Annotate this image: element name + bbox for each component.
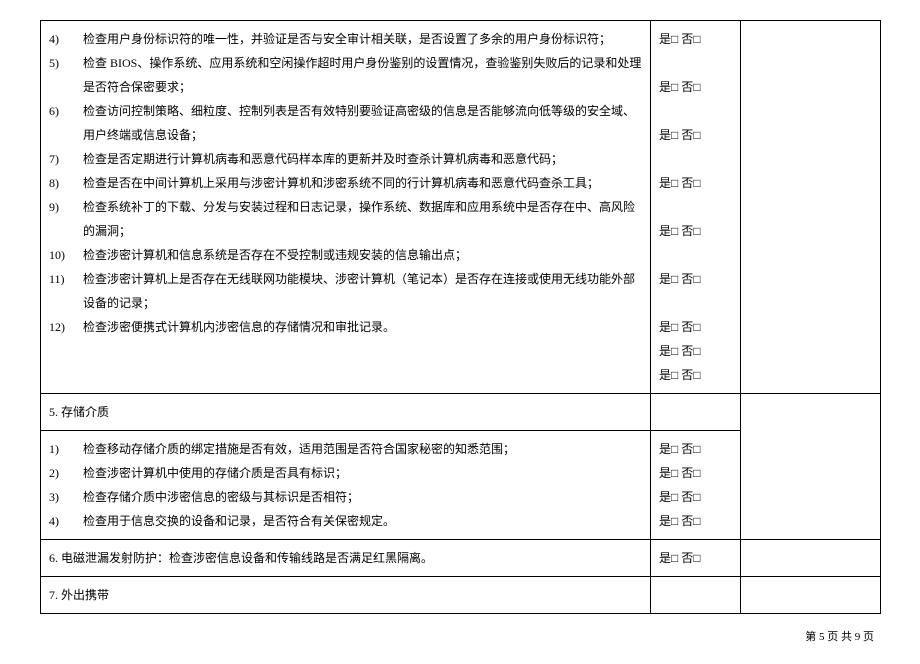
item-text: 检查涉密计算机和信息系统是否存在不受控制或违规安装的信息输出点； bbox=[83, 243, 642, 267]
item-num: 4) bbox=[49, 509, 83, 533]
section5-header-row: 5. 存储介质 bbox=[41, 394, 881, 431]
item-text: 检查涉密便携式计算机内涉密信息的存储情况和审批记录。 bbox=[83, 315, 642, 339]
answer: 是□ 否□ bbox=[659, 315, 732, 339]
item-num: 10) bbox=[49, 243, 83, 267]
item-num: 11) bbox=[49, 267, 83, 315]
section6-answer: 是□ 否□ bbox=[651, 540, 741, 577]
item-num: 9) bbox=[49, 195, 83, 243]
item-num: 8) bbox=[49, 171, 83, 195]
item-text: 检查系统补丁的下载、分发与安装过程和日志记录，操作系统、数据库和应用系统中是否存… bbox=[83, 195, 642, 243]
item-num: 6) bbox=[49, 99, 83, 147]
answer: 是□ 否□ bbox=[659, 339, 732, 363]
section5-title: 5. 存储介质 bbox=[41, 394, 651, 431]
section4-block: 4) 检查用户身份标识符的唯一性，并验证是否与安全审计相关联，是否设置了多余的用… bbox=[41, 21, 881, 394]
answer: 是□ 否□ bbox=[659, 75, 732, 99]
item-num: 3) bbox=[49, 485, 83, 509]
section5-header-answer bbox=[651, 394, 741, 431]
answer: 是□ 否□ bbox=[659, 485, 732, 509]
item-8: 8) 检查是否在中间计算机上采用与涉密计算机和涉密系统不同的行计算机病毒和恶意代… bbox=[49, 171, 642, 195]
section6-row: 6. 电磁泄漏发射防护：检查涉密信息设备和传输线路是否满足红黑隔离。 是□ 否□ bbox=[41, 540, 881, 577]
answer-blank bbox=[659, 99, 732, 123]
answer: 是□ 否□ bbox=[659, 267, 732, 291]
item-9: 9) 检查系统补丁的下载、分发与安装过程和日志记录，操作系统、数据库和应用系统中… bbox=[49, 195, 642, 243]
section5-items-cell: 1) 检查移动存储介质的绑定措施是否有效，适用范围是否符合国家秘密的知悉范围； … bbox=[41, 431, 651, 540]
section6-text: 6. 电磁泄漏发射防护：检查涉密信息设备和传输线路是否满足红黑隔离。 bbox=[41, 540, 651, 577]
item-text: 检查移动存储介质的绑定措施是否有效，适用范围是否符合国家秘密的知悉范围； bbox=[83, 437, 642, 461]
item-num: 5) bbox=[49, 51, 83, 99]
section4-answers-cell: 是□ 否□ 是□ 否□ 是□ 否□ 是□ 否□ 是□ 否□ 是□ 否□ 是□ 否… bbox=[651, 21, 741, 394]
item-1: 1) 检查移动存储介质的绑定措施是否有效，适用范围是否符合国家秘密的知悉范围； bbox=[49, 437, 642, 461]
section7-answer bbox=[651, 577, 741, 614]
item-10: 10) 检查涉密计算机和信息系统是否存在不受控制或违规安装的信息输出点； bbox=[49, 243, 642, 267]
item-text: 检查 BIOS、操作系统、应用系统和空闲操作超时用户身份鉴别的设置情况，查验鉴别… bbox=[83, 51, 642, 99]
page-footer: 第 5 页 共 9 页 bbox=[40, 628, 880, 644]
item-num: 12) bbox=[49, 315, 83, 339]
item-11: 11) 检查涉密计算机上是否存在无线联网功能模块、涉密计算机（笔记本）是否存在连… bbox=[49, 267, 642, 315]
section4-note-cell bbox=[741, 21, 881, 394]
item-6: 6) 检查访问控制策略、细粒度、控制列表是否有效特别要验证高密级的信息是否能够流… bbox=[49, 99, 642, 147]
item-text: 检查涉密计算机上是否存在无线联网功能模块、涉密计算机（笔记本）是否存在连接或使用… bbox=[83, 267, 642, 315]
answer: 是□ 否□ bbox=[659, 363, 732, 387]
item-text: 检查用户身份标识符的唯一性，并验证是否与安全审计相关联，是否设置了多余的用户身份… bbox=[83, 27, 642, 51]
answer-blank bbox=[659, 243, 732, 267]
answer-blank bbox=[659, 51, 732, 75]
item-12: 12) 检查涉密便携式计算机内涉密信息的存储情况和审批记录。 bbox=[49, 315, 642, 339]
section6-note bbox=[741, 540, 881, 577]
item-4: 4) 检查用于信息交换的设备和记录，是否符合有关保密规定。 bbox=[49, 509, 642, 533]
item-4: 4) 检查用户身份标识符的唯一性，并验证是否与安全审计相关联，是否设置了多余的用… bbox=[49, 27, 642, 51]
answer: 是□ 否□ bbox=[659, 219, 732, 243]
section7-note bbox=[741, 577, 881, 614]
item-num: 1) bbox=[49, 437, 83, 461]
item-text: 检查是否在中间计算机上采用与涉密计算机和涉密系统不同的行计算机病毒和恶意代码查杀… bbox=[83, 171, 642, 195]
checklist-table: 4) 检查用户身份标识符的唯一性，并验证是否与安全审计相关联，是否设置了多余的用… bbox=[40, 20, 881, 614]
item-num: 2) bbox=[49, 461, 83, 485]
answer-blank bbox=[659, 291, 732, 315]
item-2: 2) 检查涉密计算机中使用的存储介质是否具有标识； bbox=[49, 461, 642, 485]
answer: 是□ 否□ bbox=[659, 461, 732, 485]
answer: 是□ 否□ bbox=[659, 27, 732, 51]
section7-row: 7. 外出携带 bbox=[41, 577, 881, 614]
section7-title: 7. 外出携带 bbox=[41, 577, 651, 614]
answer: 是□ 否□ bbox=[659, 509, 732, 533]
section5-note-cell bbox=[741, 394, 881, 540]
answer: 是□ 否□ bbox=[659, 171, 732, 195]
item-text: 检查涉密计算机中使用的存储介质是否具有标识； bbox=[83, 461, 642, 485]
item-text: 检查存储介质中涉密信息的密级与其标识是否相符； bbox=[83, 485, 642, 509]
item-num: 7) bbox=[49, 147, 83, 171]
item-text: 检查用于信息交换的设备和记录，是否符合有关保密规定。 bbox=[83, 509, 642, 533]
answer: 是□ 否□ bbox=[659, 123, 732, 147]
item-text: 检查是否定期进行计算机病毒和恶意代码样本库的更新并及时查杀计算机病毒和恶意代码； bbox=[83, 147, 642, 171]
answer-blank bbox=[659, 195, 732, 219]
item-3: 3) 检查存储介质中涉密信息的密级与其标识是否相符； bbox=[49, 485, 642, 509]
section4-items-cell: 4) 检查用户身份标识符的唯一性，并验证是否与安全审计相关联，是否设置了多余的用… bbox=[41, 21, 651, 394]
item-7: 7) 检查是否定期进行计算机病毒和恶意代码样本库的更新并及时查杀计算机病毒和恶意… bbox=[49, 147, 642, 171]
section5-answers-cell: 是□ 否□ 是□ 否□ 是□ 否□ 是□ 否□ bbox=[651, 431, 741, 540]
answer-blank bbox=[659, 147, 732, 171]
answer: 是□ 否□ bbox=[659, 437, 732, 461]
item-num: 4) bbox=[49, 27, 83, 51]
item-5: 5) 检查 BIOS、操作系统、应用系统和空闲操作超时用户身份鉴别的设置情况，查… bbox=[49, 51, 642, 99]
item-text: 检查访问控制策略、细粒度、控制列表是否有效特别要验证高密级的信息是否能够流向低等… bbox=[83, 99, 642, 147]
